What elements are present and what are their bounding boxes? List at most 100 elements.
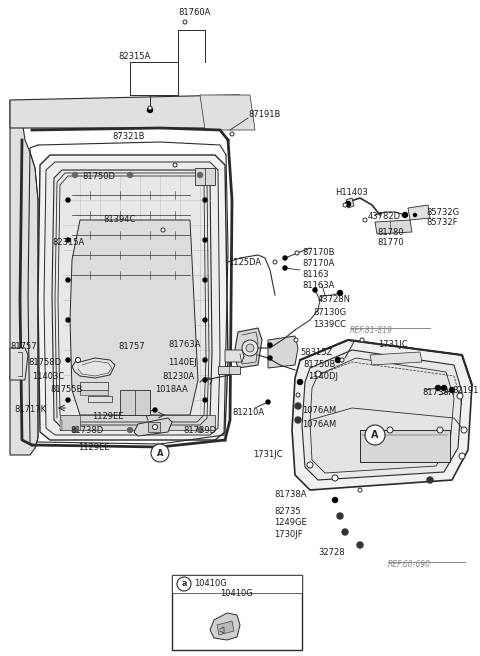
Polygon shape: [60, 420, 62, 430]
Polygon shape: [60, 415, 215, 430]
Text: 1140EJ: 1140EJ: [168, 358, 197, 367]
Circle shape: [128, 428, 132, 432]
Polygon shape: [10, 348, 28, 380]
Polygon shape: [10, 95, 240, 128]
Text: 81780: 81780: [377, 228, 404, 237]
Polygon shape: [346, 198, 354, 208]
Polygon shape: [60, 415, 80, 430]
Text: 85732G: 85732G: [426, 208, 459, 217]
Polygon shape: [10, 100, 38, 455]
Text: 1731JC: 1731JC: [378, 340, 408, 349]
Circle shape: [340, 358, 344, 362]
Text: 81738D: 81738D: [70, 426, 103, 435]
Text: 1129EE: 1129EE: [92, 412, 123, 421]
Circle shape: [197, 173, 203, 178]
Circle shape: [296, 393, 300, 397]
Circle shape: [66, 238, 70, 242]
Text: 81750D: 81750D: [82, 172, 115, 181]
Circle shape: [337, 291, 343, 295]
Text: 81739D: 81739D: [183, 426, 216, 435]
Circle shape: [177, 577, 191, 591]
Text: 81763A: 81763A: [168, 340, 201, 349]
Bar: [360, 430, 450, 462]
Circle shape: [457, 393, 463, 399]
Circle shape: [283, 266, 287, 270]
Text: a: a: [181, 579, 187, 588]
Bar: [172, 575, 302, 650]
Polygon shape: [52, 170, 212, 428]
Circle shape: [66, 278, 70, 282]
Text: 87191B: 87191B: [248, 110, 280, 119]
Text: 82191: 82191: [452, 386, 479, 395]
Text: 1339CC: 1339CC: [313, 320, 346, 329]
Polygon shape: [310, 358, 454, 473]
Circle shape: [365, 425, 385, 445]
Circle shape: [363, 218, 367, 222]
Circle shape: [266, 400, 270, 404]
Text: 1249GE: 1249GE: [274, 518, 307, 527]
Polygon shape: [217, 621, 234, 635]
Polygon shape: [44, 162, 220, 435]
Polygon shape: [80, 382, 108, 390]
Circle shape: [66, 318, 70, 322]
Circle shape: [459, 453, 465, 459]
Circle shape: [72, 428, 77, 432]
Circle shape: [336, 358, 340, 363]
Circle shape: [246, 344, 254, 352]
Text: 81738A: 81738A: [274, 490, 307, 499]
Text: 10410G: 10410G: [220, 589, 253, 598]
Circle shape: [315, 371, 321, 377]
Polygon shape: [88, 396, 112, 402]
Polygon shape: [148, 422, 160, 432]
Text: H11403: H11403: [335, 188, 368, 197]
Text: 1129EE: 1129EE: [78, 443, 109, 452]
Polygon shape: [375, 220, 412, 234]
Circle shape: [346, 201, 350, 207]
Polygon shape: [134, 418, 172, 436]
Circle shape: [295, 403, 301, 409]
Circle shape: [147, 108, 153, 112]
Text: 1125DA: 1125DA: [228, 258, 261, 267]
Text: 1140DJ: 1140DJ: [308, 372, 338, 381]
Text: 81758D: 81758D: [28, 358, 61, 367]
Polygon shape: [268, 336, 298, 368]
Polygon shape: [218, 366, 240, 374]
Circle shape: [203, 198, 207, 202]
Text: 81760A: 81760A: [179, 8, 211, 17]
Circle shape: [435, 386, 441, 390]
Circle shape: [298, 380, 302, 384]
Bar: [172, 575, 302, 593]
Circle shape: [203, 398, 207, 402]
Text: 11403C: 11403C: [32, 372, 64, 381]
Text: REF.60-690: REF.60-690: [388, 560, 431, 569]
Text: 1076AM: 1076AM: [302, 406, 336, 415]
Polygon shape: [370, 352, 422, 365]
Polygon shape: [225, 350, 244, 362]
Circle shape: [360, 338, 364, 342]
Circle shape: [148, 106, 152, 110]
Text: 81738A: 81738A: [422, 388, 455, 397]
Circle shape: [342, 529, 348, 535]
Text: 1076AM: 1076AM: [302, 420, 336, 429]
Text: 81717K: 81717K: [14, 405, 46, 414]
Polygon shape: [72, 358, 115, 378]
Polygon shape: [408, 205, 430, 220]
Text: 58315Z: 58315Z: [300, 348, 332, 357]
Circle shape: [151, 444, 169, 462]
Circle shape: [307, 462, 313, 468]
Text: 87321B: 87321B: [112, 132, 144, 141]
Circle shape: [442, 386, 446, 390]
Text: 81757: 81757: [10, 342, 36, 351]
Circle shape: [268, 343, 272, 347]
Circle shape: [72, 173, 77, 178]
Circle shape: [173, 163, 177, 167]
Text: 81750B: 81750B: [303, 360, 336, 369]
Polygon shape: [210, 613, 240, 640]
Circle shape: [294, 338, 298, 342]
Text: 43782D: 43782D: [368, 212, 401, 221]
Polygon shape: [195, 168, 215, 185]
Text: 81770: 81770: [377, 238, 404, 247]
Circle shape: [183, 20, 187, 24]
Text: 43728N: 43728N: [318, 295, 351, 304]
Circle shape: [337, 513, 343, 519]
